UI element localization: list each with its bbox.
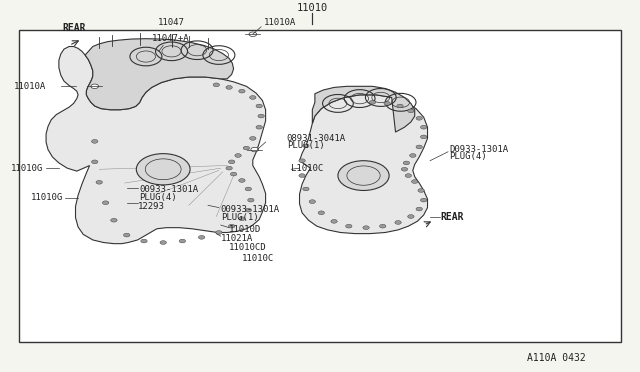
Text: D0933-1301A: D0933-1301A: [449, 145, 508, 154]
Circle shape: [416, 116, 422, 120]
Circle shape: [248, 198, 254, 202]
Circle shape: [418, 189, 424, 192]
Circle shape: [228, 160, 235, 164]
Circle shape: [410, 154, 416, 157]
Circle shape: [96, 180, 102, 184]
Circle shape: [160, 241, 166, 244]
Circle shape: [92, 140, 98, 143]
Circle shape: [346, 224, 352, 228]
Polygon shape: [46, 46, 266, 244]
Circle shape: [102, 201, 109, 205]
Text: 00933-1301A: 00933-1301A: [140, 185, 198, 194]
Circle shape: [230, 172, 237, 176]
Circle shape: [395, 221, 401, 224]
Circle shape: [412, 180, 418, 183]
Text: PLUG(4): PLUG(4): [449, 153, 487, 161]
Text: 11010D: 11010D: [229, 225, 261, 234]
Text: 11010: 11010: [297, 3, 328, 13]
Circle shape: [403, 161, 410, 165]
Text: 12293: 12293: [138, 202, 164, 211]
Circle shape: [245, 187, 252, 191]
Circle shape: [111, 218, 117, 222]
Circle shape: [397, 104, 403, 108]
Text: 11010G: 11010G: [12, 164, 44, 173]
Text: 11010A: 11010A: [14, 82, 46, 91]
Circle shape: [363, 226, 369, 230]
Circle shape: [420, 135, 427, 139]
Text: A110A 0432: A110A 0432: [527, 353, 586, 363]
Circle shape: [245, 208, 252, 212]
Circle shape: [318, 211, 324, 215]
Text: 11010C: 11010C: [242, 254, 274, 263]
Text: PLUG(1): PLUG(1): [221, 213, 259, 222]
Circle shape: [408, 109, 414, 113]
Text: L1010C: L1010C: [291, 164, 323, 173]
Text: 11010G: 11010G: [31, 193, 63, 202]
Circle shape: [309, 200, 316, 203]
Circle shape: [420, 125, 427, 129]
Circle shape: [216, 231, 222, 234]
Circle shape: [179, 239, 186, 243]
Circle shape: [124, 233, 130, 237]
Text: REAR: REAR: [440, 212, 464, 221]
Text: 11010CD: 11010CD: [229, 243, 267, 251]
Circle shape: [384, 102, 390, 105]
Circle shape: [198, 235, 205, 239]
Circle shape: [141, 239, 147, 243]
Polygon shape: [85, 39, 234, 110]
Polygon shape: [312, 86, 415, 132]
Circle shape: [243, 146, 250, 150]
Circle shape: [213, 83, 220, 87]
Circle shape: [256, 125, 262, 129]
Text: 11047: 11047: [158, 18, 185, 27]
Circle shape: [303, 187, 309, 191]
Circle shape: [369, 100, 376, 104]
Circle shape: [239, 89, 245, 93]
Circle shape: [338, 161, 389, 190]
Circle shape: [226, 86, 232, 89]
Circle shape: [249, 32, 257, 36]
Circle shape: [250, 137, 256, 140]
Circle shape: [250, 96, 256, 99]
Circle shape: [416, 207, 422, 211]
Circle shape: [299, 174, 305, 177]
Circle shape: [408, 215, 414, 218]
Circle shape: [258, 114, 264, 118]
Circle shape: [405, 174, 412, 177]
Text: PLUG(1): PLUG(1): [287, 141, 324, 150]
Circle shape: [420, 198, 427, 202]
Circle shape: [228, 224, 235, 228]
Text: PLUG(4): PLUG(4): [140, 193, 177, 202]
Text: 11010A: 11010A: [264, 18, 296, 27]
Circle shape: [331, 219, 337, 223]
Circle shape: [251, 147, 259, 152]
Circle shape: [401, 167, 408, 171]
Text: 11047+A: 11047+A: [152, 34, 190, 43]
Circle shape: [256, 104, 262, 108]
Circle shape: [239, 217, 245, 221]
Text: 00933-1301A: 00933-1301A: [221, 205, 280, 214]
Circle shape: [299, 159, 305, 163]
Circle shape: [416, 145, 422, 149]
Circle shape: [92, 160, 98, 164]
Circle shape: [239, 179, 245, 182]
Circle shape: [303, 144, 309, 148]
Text: REAR: REAR: [63, 23, 86, 33]
Polygon shape: [300, 95, 428, 234]
Circle shape: [136, 154, 190, 185]
Text: 08931-3041A: 08931-3041A: [287, 134, 346, 143]
Bar: [19, 30, 621, 342]
Circle shape: [91, 84, 99, 89]
Circle shape: [235, 154, 241, 157]
Circle shape: [226, 166, 232, 170]
Text: 11021A: 11021A: [221, 234, 253, 243]
Circle shape: [380, 224, 386, 228]
